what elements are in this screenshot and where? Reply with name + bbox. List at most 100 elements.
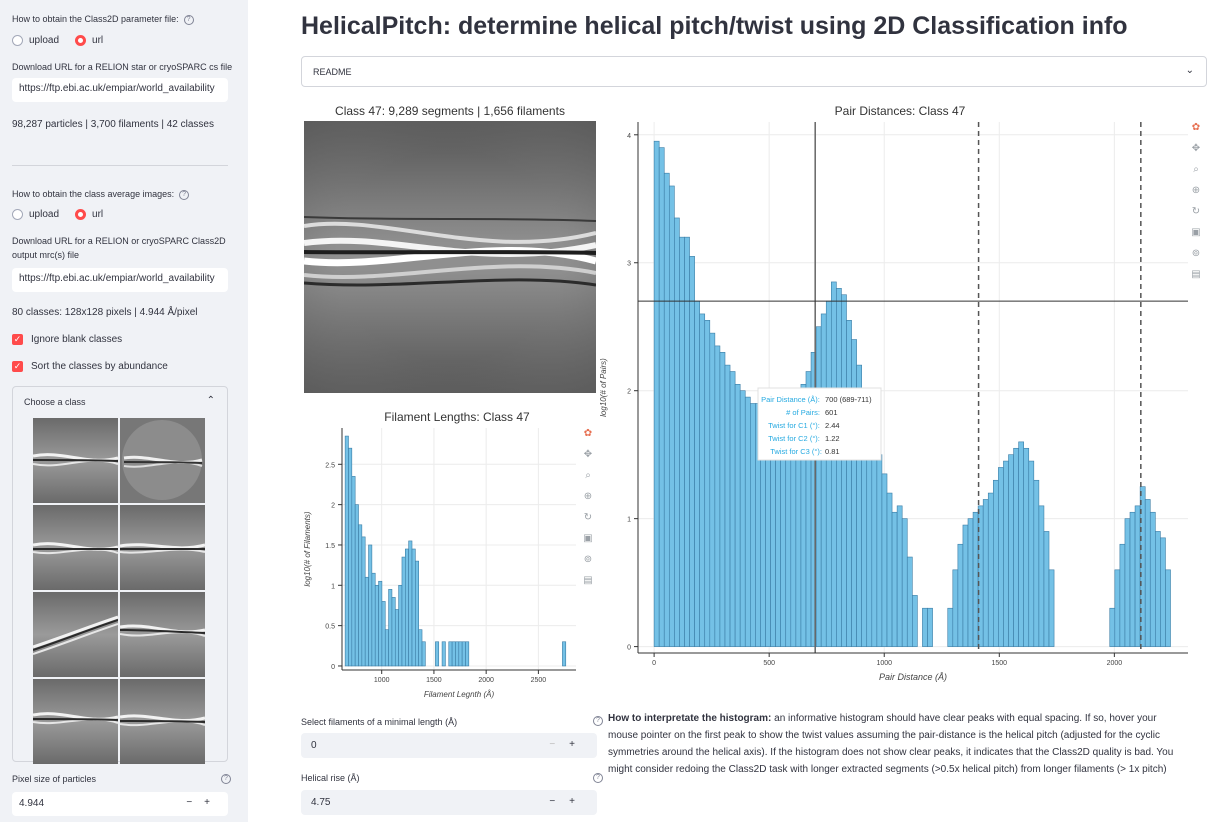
crosshair-icon[interactable]: ⊚ (583, 554, 593, 565)
crosshair-icon[interactable]: ⊚ (1191, 248, 1201, 259)
histogram-bar (1149, 511, 1156, 647)
page-title: HelicalPitch: determine helical pitch/tw… (301, 12, 1128, 40)
histogram-bar (962, 524, 969, 647)
class-thumbnail[interactable] (33, 505, 118, 590)
decrement-button[interactable]: − (549, 739, 570, 750)
x-tick-label: 1500 (426, 677, 442, 684)
increment-button[interactable]: + (569, 796, 589, 807)
help-icon[interactable]: ? (183, 14, 194, 25)
readme-expander[interactable]: README ⌄ (301, 56, 1207, 87)
increment-button[interactable]: + (569, 739, 589, 750)
tooltip-pair-distance-label: Pair Distance (Å): (761, 395, 820, 404)
bokeh-logo-icon[interactable]: ✿ (583, 428, 593, 439)
class-thumbnail[interactable] (120, 592, 205, 677)
chevron-up-icon[interactable]: ⌃ (206, 395, 215, 406)
radio-upload[interactable] (12, 209, 23, 220)
box-zoom-icon[interactable]: ⌕ (585, 470, 591, 481)
param-source-label: How to obtain the Class2D parameter file… (12, 14, 194, 25)
help-icon[interactable]: ? (179, 189, 190, 200)
param-url-input[interactable]: https://ftp.ebi.ac.uk/empiar/world_avail… (12, 78, 228, 102)
histogram-bar (435, 641, 440, 667)
class-thumbnail[interactable] (33, 592, 118, 677)
histogram-bar (1048, 569, 1055, 647)
wheel-zoom-icon[interactable]: ⊕ (583, 491, 593, 502)
helical-rise-label: Helical rise (Å) (301, 773, 360, 783)
increment-button[interactable]: + (204, 797, 222, 808)
histogram-bar (886, 492, 893, 647)
svg-text:Pair Distance (Å): # o: Pair Distance (Å): # of Pairs: Twist for… (761, 395, 822, 456)
histogram-bar (987, 492, 994, 647)
histogram-bar (993, 479, 999, 647)
class-thumbnail[interactable] (120, 505, 205, 590)
x-tick-label: 2500 (531, 677, 547, 684)
histogram-bar (448, 641, 453, 667)
wheel-zoom-icon[interactable]: ⊕ (1191, 185, 1201, 196)
pan-icon[interactable]: ✥ (583, 449, 593, 460)
box-zoom-icon[interactable]: ⌕ (1193, 164, 1199, 175)
histogram-bar (881, 473, 888, 647)
y-tick-label: 2 (331, 503, 335, 510)
x-tick-label: 2000 (1107, 660, 1123, 667)
y-tick-label: 2.5 (325, 462, 335, 469)
histogram-bar (674, 217, 680, 647)
save-icon[interactable]: ▣ (1191, 227, 1201, 238)
bokeh-logo-icon[interactable]: ✿ (1191, 122, 1201, 133)
x-tick-label: 1000 (876, 660, 892, 667)
help-icon[interactable]: ? (593, 773, 603, 783)
ignore-blank-checkbox[interactable]: ✓ Ignore blank classes (12, 334, 122, 345)
histogram-bar (411, 548, 416, 667)
class-thumbnail[interactable] (120, 418, 205, 503)
decrement-button[interactable]: − (186, 797, 205, 808)
histogram-bar (744, 396, 751, 647)
radio-url[interactable] (75, 35, 87, 46)
histogram-bar (361, 536, 366, 667)
reset-icon[interactable]: ↻ (1191, 206, 1201, 217)
save-icon[interactable]: ▣ (583, 533, 593, 544)
pixel-size-input[interactable]: 4.944 −+ (12, 792, 228, 816)
histogram-bar (562, 641, 567, 667)
histogram-bar (1109, 607, 1116, 647)
histogram-bar (358, 524, 363, 667)
hover-icon[interactable]: ▤ (1191, 269, 1201, 280)
pan-icon[interactable]: ✥ (1191, 143, 1201, 154)
decrement-button[interactable]: − (549, 796, 570, 807)
histogram-bar (689, 256, 695, 647)
radio-url-label: url (92, 209, 104, 220)
class-image-title: Class 47: 9,289 segments | 1,656 filamen… (335, 104, 565, 118)
histogram-bar (901, 518, 908, 647)
hover-icon[interactable]: ▤ (583, 575, 593, 586)
min-length-input[interactable]: 0 −+ (301, 733, 597, 758)
class-chooser-expander: Choose a class ⌃ (12, 386, 228, 764)
help-icon[interactable]: ? (593, 716, 603, 726)
x-tick-label: 2000 (478, 677, 494, 684)
class-thumbnail[interactable] (33, 679, 118, 764)
histogram-bar (1165, 569, 1171, 647)
y-tick-label: 4 (627, 133, 631, 140)
histogram-bar (927, 607, 933, 647)
sidebar: How to obtain the Class2D parameter file… (0, 0, 248, 822)
class-url-input[interactable]: https://ftp.ebi.ac.uk/empiar/world_avail… (12, 268, 228, 292)
reset-icon[interactable]: ↻ (583, 512, 593, 523)
chart-toolbar: ✿ ✥ ⌕ ⊕ ↻ ▣ ⊚ ▤ (1190, 122, 1204, 290)
sort-abundance-checkbox[interactable]: ✓ Sort the classes by abundance (12, 361, 168, 372)
y-tick-label: 1 (627, 517, 631, 524)
x-tick-label: 500 (763, 660, 775, 667)
class-thumbnail[interactable] (33, 418, 118, 503)
class-url-label-2: output mrc(s) file (12, 250, 80, 260)
histogram-bar (750, 403, 756, 647)
histogram-interpretation: How to interpretate the histogram: an in… (608, 710, 1188, 778)
filament-chart-title: Filament Lengths: Class 47 (384, 410, 530, 424)
histogram-bar (371, 572, 376, 667)
class-url-label-1: Download URL for a RELION or cryoSPARC C… (12, 236, 226, 246)
help-icon[interactable]: ? (221, 774, 231, 784)
class-chooser-title[interactable]: Choose a class (24, 397, 86, 407)
histogram-bar (465, 641, 470, 667)
histogram-bar (421, 641, 426, 667)
radio-url[interactable] (75, 209, 87, 220)
histogram-bar (374, 585, 379, 667)
helical-rise-input[interactable]: 4.75 −+ (301, 790, 597, 815)
histogram-bar (394, 609, 399, 667)
class-thumbnail[interactable] (120, 679, 205, 764)
radio-upload[interactable] (12, 35, 23, 46)
tooltip-c3-value: 0.81 (825, 447, 840, 456)
